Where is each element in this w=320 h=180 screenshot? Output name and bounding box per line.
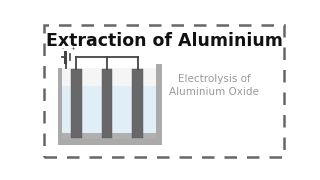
- Bar: [156, 64, 163, 145]
- Bar: [132, 69, 143, 138]
- Bar: [101, 69, 112, 138]
- Text: +: +: [70, 46, 75, 51]
- Text: Extraction of Aluminium: Extraction of Aluminium: [45, 32, 283, 50]
- Bar: [71, 69, 82, 138]
- Bar: [61, 68, 156, 139]
- Bar: [61, 86, 156, 133]
- Bar: [61, 133, 156, 139]
- Bar: [58, 68, 160, 145]
- Text: Electrolysis of: Electrolysis of: [178, 74, 251, 84]
- Text: -: -: [62, 46, 64, 51]
- Text: Aluminium Oxide: Aluminium Oxide: [169, 87, 259, 97]
